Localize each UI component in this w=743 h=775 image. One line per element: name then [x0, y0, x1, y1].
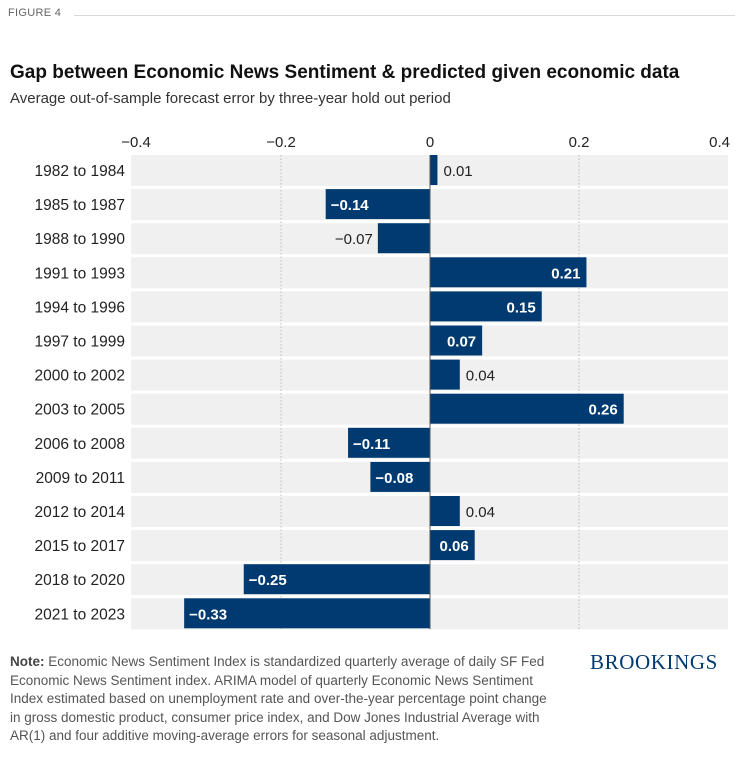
data-label: 0.06 [439, 538, 468, 555]
figure-label-row: FIGURE 4 [8, 6, 735, 24]
data-label: 0.07 [447, 334, 476, 351]
x-tick-label: 0.4 [709, 134, 730, 151]
category-label: 1982 to 1984 [34, 163, 125, 180]
category-label: 2009 to 2011 [36, 470, 125, 487]
data-label: 0.04 [466, 504, 495, 521]
data-label: −0.11 [353, 436, 390, 453]
chart-note: Note: Economic News Sentiment Index is s… [10, 653, 555, 746]
category-label: 2021 to 2023 [34, 606, 125, 623]
bar [430, 393, 624, 424]
category-label: 1997 to 1999 [34, 334, 125, 351]
category-label: 2000 to 2002 [34, 368, 125, 385]
note-text: Economic News Sentiment Index is standar… [10, 654, 547, 744]
chart-subtitle: Average out-of-sample forecast error by … [10, 90, 451, 107]
bar-chart: −0.4 −0.2 0 0.2 0.4 1982 to 1984 0.01 1985 to 1… [34, 134, 730, 630]
bar [184, 598, 430, 629]
bar [430, 530, 475, 561]
category-label: 1988 to 1990 [34, 231, 125, 248]
category-label: 2018 to 2020 [34, 572, 125, 589]
x-tick-label: 0.2 [569, 134, 590, 151]
data-label: −0.33 [189, 606, 227, 623]
category-label: 2003 to 2005 [34, 402, 125, 419]
bar [430, 325, 483, 356]
note-label: Note: [10, 654, 45, 669]
category-label: 2015 to 2017 [34, 538, 125, 555]
figure-label: FIGURE 4 [8, 7, 62, 19]
category-label: 2012 to 2014 [34, 504, 125, 521]
bar [325, 189, 430, 220]
x-tick-label: −0.4 [121, 134, 151, 151]
bar [430, 155, 438, 185]
figure-label-rule [74, 15, 735, 16]
bar [243, 564, 430, 595]
bar [370, 461, 430, 492]
data-label: 0.26 [588, 402, 617, 419]
bar [430, 496, 460, 526]
brookings-logo: BROOKINGS [590, 650, 718, 674]
bar [430, 257, 587, 288]
bar [377, 223, 430, 254]
data-label: 0.01 [443, 163, 472, 180]
data-label: 0.15 [507, 299, 536, 316]
category-label: 1985 to 1987 [34, 197, 125, 214]
data-label: 0.04 [466, 368, 495, 385]
data-label: −0.08 [375, 470, 413, 487]
bar [430, 291, 542, 322]
bar [430, 359, 460, 390]
data-label: −0.25 [249, 572, 287, 589]
x-tick-label: −0.2 [266, 134, 296, 151]
category-label: 1994 to 1996 [34, 299, 125, 316]
data-label: −0.07 [335, 231, 373, 248]
category-label: 2006 to 2008 [34, 436, 125, 453]
x-tick-label: 0 [426, 134, 434, 151]
data-label: −0.14 [331, 197, 370, 214]
bar [348, 427, 430, 458]
chart-title: Gap between Economic News Sentiment & pr… [10, 62, 680, 83]
data-label: 0.21 [551, 265, 580, 282]
category-label: 1991 to 1993 [34, 265, 125, 282]
